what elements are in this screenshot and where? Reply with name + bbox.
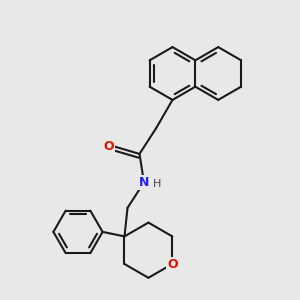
Text: O: O bbox=[167, 257, 178, 271]
Text: H: H bbox=[153, 179, 161, 189]
Text: N: N bbox=[139, 176, 149, 189]
Text: O: O bbox=[103, 140, 114, 153]
